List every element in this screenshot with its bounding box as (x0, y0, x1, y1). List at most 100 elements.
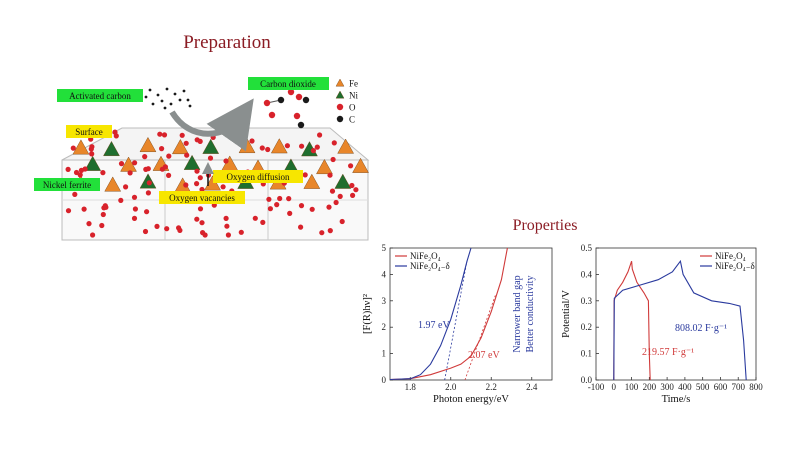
properties-title: Properties (513, 217, 578, 234)
x-tick-label: 200 (643, 382, 657, 392)
oxygen-atom (199, 186, 205, 193)
oxygen-atom (166, 153, 172, 159)
label-text: Surface (75, 127, 102, 137)
oxygen-atom (277, 195, 283, 202)
oxygen-atom (154, 223, 160, 229)
co2-oxygen (263, 99, 271, 107)
tangent-line (444, 261, 468, 381)
y-tick-label: 0.5 (581, 243, 593, 253)
oxygen-atom (350, 192, 356, 198)
y-tick-label: 0.1 (581, 349, 592, 359)
oxygen-atom (72, 191, 78, 197)
label-box (248, 77, 329, 90)
fe-tetrahedron (172, 139, 189, 155)
label-text: Nickel ferrite (43, 180, 91, 190)
co2-carbon (277, 96, 285, 104)
label-surface: Surface (66, 125, 112, 138)
oxygen-atom (252, 215, 258, 221)
legend-ni-icon (335, 90, 345, 99)
oxygen-atom (298, 224, 304, 230)
oxygen-atom (249, 138, 255, 144)
oxygen-atom (132, 160, 138, 166)
x-tick-label: -100 (588, 382, 605, 392)
oxygen-atom (112, 129, 118, 135)
y-tick-label: 3 (382, 296, 387, 306)
oxygen-atom (157, 131, 163, 137)
oxygen-atom (302, 172, 308, 178)
label-nickel-ferrite: Nickel ferrite (34, 178, 100, 191)
legend-entry: NiFe₂O₄₋δ (715, 261, 755, 271)
carbon-particle (178, 98, 182, 102)
label-box (66, 125, 112, 138)
oxygen-atom (220, 184, 226, 190)
oxygen-atom (145, 190, 151, 196)
oxygen-atom (146, 180, 152, 186)
carbon-dioxide-molecules (263, 88, 310, 129)
label-activated-carbon: Activated carbon (57, 89, 143, 102)
annotation-label: Narrower band gap (512, 275, 523, 352)
fe-tetrahedron (337, 138, 354, 154)
carbon-particle (151, 102, 155, 106)
label-oxygen-diffusion: Oxygen diffusion (213, 170, 303, 183)
oxygen-atom (102, 203, 108, 209)
label-box (159, 191, 245, 204)
oxygen-atom (144, 209, 150, 215)
annotation-label: 1.97 eV (418, 320, 450, 331)
oxygen-atom (223, 158, 229, 164)
band-gap-chart: 1.8 2.0 2.2 2.4 0 1 2 3 4 5 Photon energy/eV [F(R)h… (362, 243, 553, 405)
fe-tetrahedron (270, 138, 288, 154)
co2-carbon (297, 121, 305, 129)
x-tick-label: 100 (625, 382, 639, 392)
oxygen-atom (194, 181, 200, 187)
series-line-1 (613, 259, 747, 381)
legend-fe-icon (335, 78, 345, 87)
reaction-arrow-icon (169, 98, 254, 152)
x-tick-label: 500 (696, 382, 710, 392)
oxygen-atom (123, 184, 129, 190)
y-tick-label: 0.2 (581, 322, 592, 332)
co2-oxygen (268, 111, 276, 119)
plot-frame (595, 247, 757, 381)
oxygen-atom (159, 146, 165, 152)
co2-oxygen (293, 112, 301, 120)
co2-oxygen (295, 93, 303, 101)
oxygen-atom (317, 132, 323, 138)
x-tick-label: 600 (714, 382, 728, 392)
oxygen-atom (132, 206, 138, 212)
oxygen-atom (228, 131, 234, 138)
series-line-1 (389, 247, 472, 381)
oxygen-atom (176, 225, 182, 231)
oxygen-atom (202, 232, 208, 238)
ni-octahedron (84, 155, 102, 171)
oxygen-atom (65, 208, 72, 214)
carbon-particle (156, 93, 160, 97)
annotation-label: Better conductivity (525, 276, 536, 353)
oxygen-atom (207, 155, 214, 161)
oxygen-atom (260, 219, 266, 225)
oxygen-atom (224, 223, 230, 229)
oxygen-atom (78, 167, 84, 173)
carbon-particle (186, 98, 190, 102)
x-tick-label: 700 (731, 382, 745, 392)
legend-o-icon (336, 103, 344, 111)
fe-tetrahedron (303, 173, 321, 189)
oxygen-atom (299, 143, 305, 149)
oxygen-atom (161, 132, 168, 138)
oxygen-atom (142, 228, 149, 235)
carbon-particle (173, 92, 177, 96)
tangent-line (464, 295, 496, 381)
legend-label: O (349, 103, 356, 113)
co2-oxygen (287, 88, 295, 96)
y-tick-label: 2 (382, 322, 387, 332)
y-axis-title: Potential/V (561, 290, 572, 338)
oxygen-atom (319, 230, 325, 236)
annotation-label: 2.07 eV (468, 350, 500, 361)
preparation-title: Preparation (183, 32, 271, 53)
x-tick-label: 2.4 (526, 382, 538, 392)
label-text: Carbon dioxide (260, 79, 316, 89)
oxygen-atom (86, 221, 92, 227)
oxygen-atom (337, 193, 343, 199)
oxygen-atom (179, 132, 185, 138)
y-tick-label: 1 (382, 349, 387, 359)
